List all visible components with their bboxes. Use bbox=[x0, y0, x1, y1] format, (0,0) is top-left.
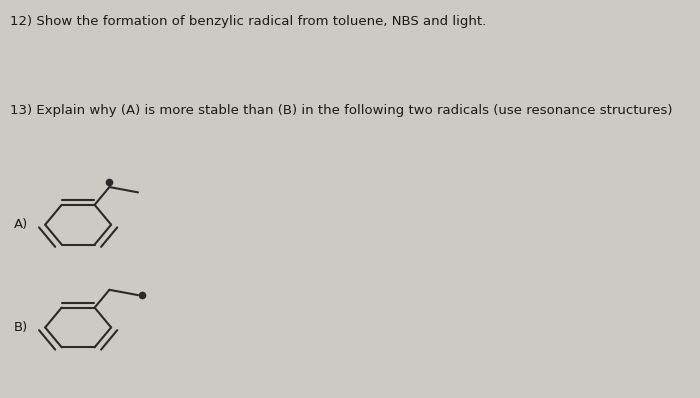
Text: B): B) bbox=[14, 321, 28, 334]
Text: 13) Explain why (A) is more stable than (B) in the following two radicals (use r: 13) Explain why (A) is more stable than … bbox=[10, 104, 673, 117]
Text: 12) Show the formation of benzylic radical from toluene, NBS and light.: 12) Show the formation of benzylic radic… bbox=[10, 15, 486, 28]
Text: A): A) bbox=[14, 218, 28, 231]
